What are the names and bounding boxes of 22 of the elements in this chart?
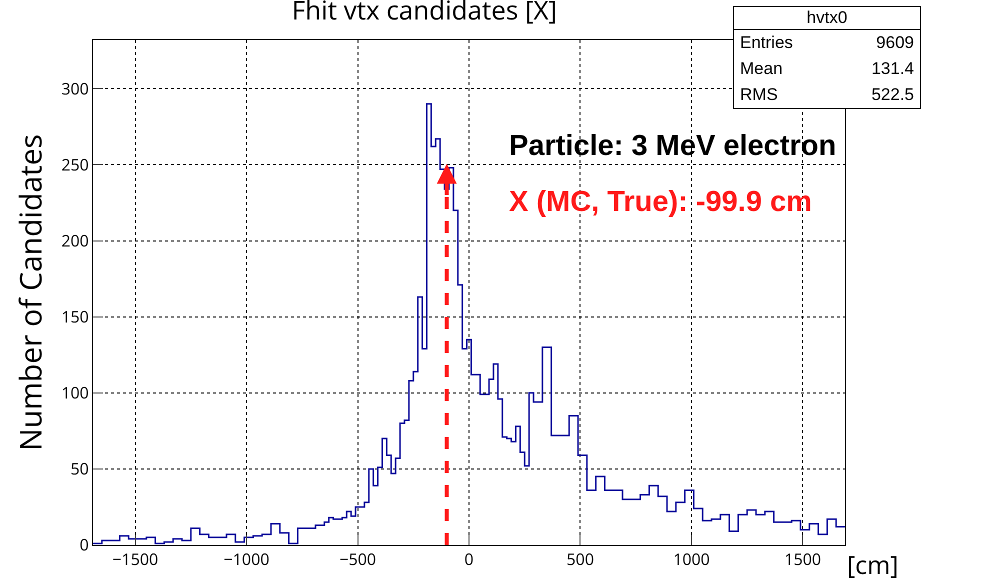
annotation: Particle: 3 MeV electron (509, 130, 836, 162)
text: hvtx0 (734, 7, 920, 30)
y-tick-label: 0 (80, 534, 89, 556)
x-tick-label: 1000 (673, 548, 710, 570)
y-tick-label: 250 (61, 153, 89, 176)
x-tick-label: 0 (464, 548, 474, 570)
y-tick-label: 100 (61, 381, 89, 404)
y-tick-label: 300 (61, 77, 89, 100)
x-tick-label: 1500 (784, 548, 822, 570)
y-tick-label: 50 (70, 458, 89, 480)
text: Entries 9609 (740, 33, 914, 52)
text: Mean 131.4 (740, 59, 914, 78)
text: RMS 522.5 (740, 85, 914, 104)
x-tick-label: 500 (566, 548, 594, 570)
annotation: X (MC, True): -99.9 cm (509, 186, 812, 218)
y-tick-label: 200 (61, 229, 89, 252)
x-tick-label: −1500 (112, 548, 158, 570)
y-tick-label: 150 (61, 305, 89, 328)
x-tick-label: −1000 (224, 548, 270, 570)
y-axis-title: Number of Candidates (9, 134, 50, 451)
x-axis-title: [cm] (847, 548, 898, 582)
x-tick-label: −500 (339, 548, 376, 570)
